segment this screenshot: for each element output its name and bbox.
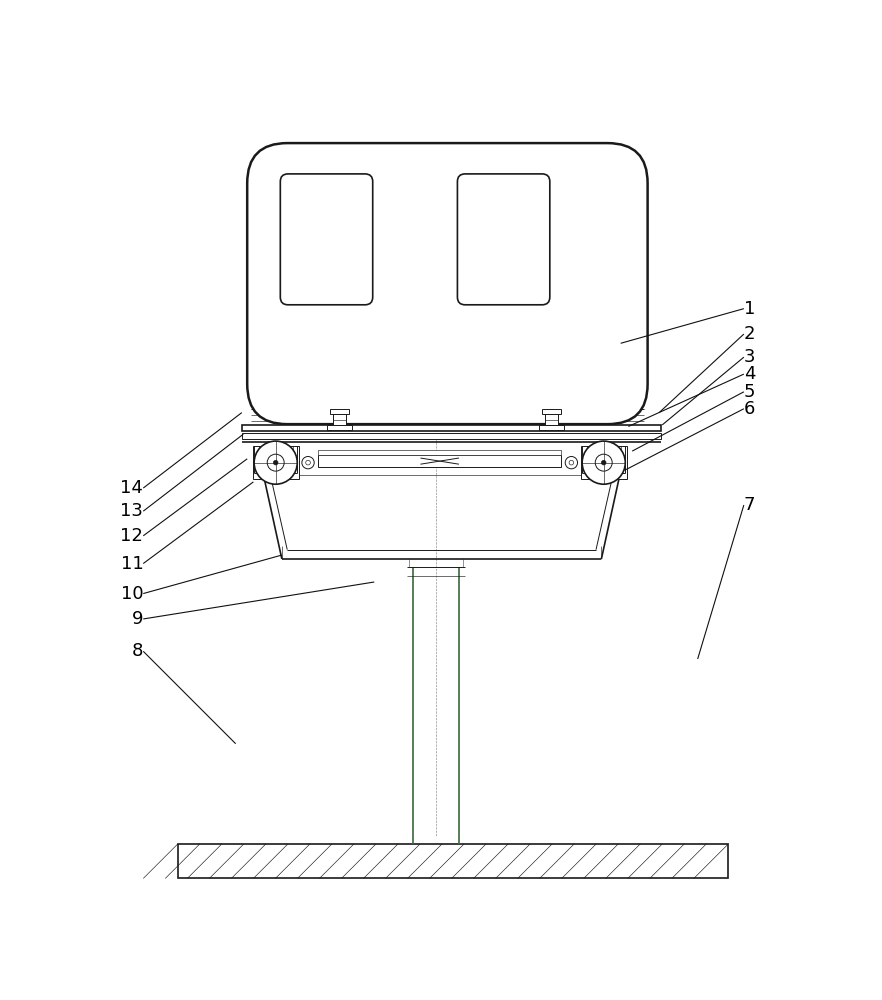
- FancyBboxPatch shape: [247, 143, 647, 424]
- Bar: [252, 446, 299, 479]
- Bar: [331, 409, 349, 414]
- Text: 4: 4: [744, 365, 755, 383]
- Text: 10: 10: [121, 585, 143, 603]
- Bar: [333, 414, 346, 425]
- Text: 13: 13: [120, 502, 143, 520]
- Text: 11: 11: [121, 555, 143, 573]
- Text: 6: 6: [744, 400, 755, 418]
- Circle shape: [595, 454, 612, 471]
- Text: 14: 14: [120, 479, 143, 497]
- Text: 9: 9: [131, 610, 143, 628]
- Circle shape: [582, 441, 625, 484]
- Circle shape: [254, 441, 297, 484]
- Circle shape: [302, 456, 314, 469]
- Text: 7: 7: [744, 496, 755, 514]
- Bar: [327, 425, 352, 430]
- Circle shape: [602, 460, 606, 465]
- Text: 3: 3: [744, 348, 755, 366]
- FancyBboxPatch shape: [458, 174, 549, 305]
- FancyBboxPatch shape: [280, 174, 373, 305]
- Circle shape: [306, 460, 310, 465]
- Text: 8: 8: [132, 642, 143, 660]
- Bar: [580, 446, 627, 479]
- Bar: [318, 450, 561, 455]
- Text: 12: 12: [120, 527, 143, 545]
- Bar: [242, 425, 661, 431]
- Circle shape: [273, 460, 278, 465]
- Bar: [545, 414, 557, 425]
- Bar: [539, 425, 564, 430]
- Text: 5: 5: [744, 383, 755, 401]
- Bar: [542, 409, 561, 414]
- Text: 2: 2: [744, 325, 755, 343]
- Circle shape: [267, 454, 284, 471]
- Text: 1: 1: [744, 300, 755, 318]
- Bar: [242, 433, 661, 439]
- Bar: [318, 455, 561, 467]
- Bar: [178, 844, 729, 878]
- Circle shape: [565, 456, 578, 469]
- Circle shape: [569, 460, 573, 465]
